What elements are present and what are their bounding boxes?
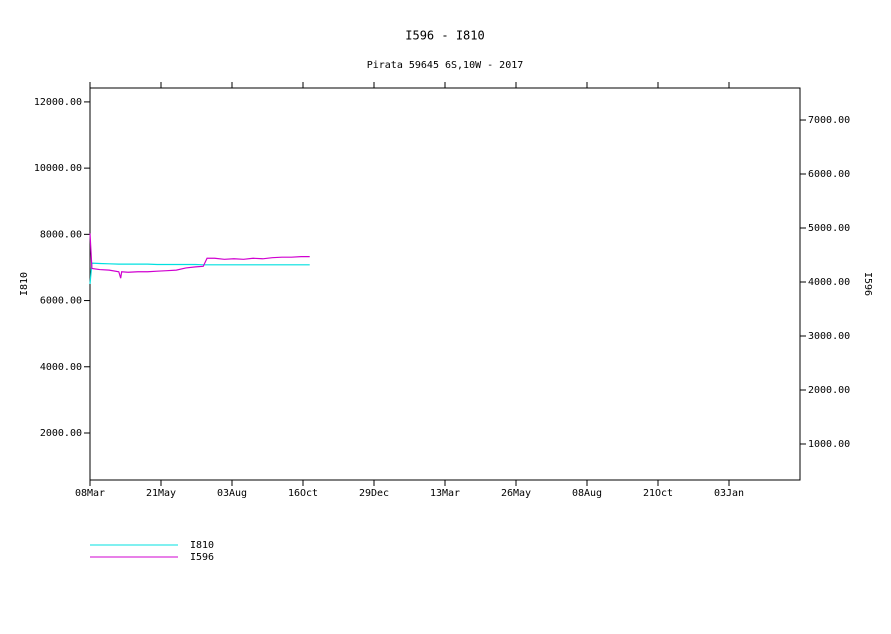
x-tick-label: 21Oct xyxy=(643,488,673,499)
y2-tick-label: 2000.00 xyxy=(808,385,850,396)
y2-tick-label: 7000.00 xyxy=(808,115,850,126)
y-tick-label: 8000.00 xyxy=(40,229,82,240)
y2-tick-label: 5000.00 xyxy=(808,223,850,234)
x-tick-label: 03Aug xyxy=(217,488,247,499)
y-axis-label: I810 xyxy=(19,272,30,296)
y-tick-label: 12000.00 xyxy=(34,97,82,108)
chart-title: I596 - I810 xyxy=(405,29,484,43)
x-tick-label: 03Jan xyxy=(714,488,744,499)
y2-tick-label: 4000.00 xyxy=(808,277,850,288)
legend-label: I596 xyxy=(190,552,214,563)
y-tick-label: 4000.00 xyxy=(40,362,82,373)
plot-frame xyxy=(89,87,801,481)
series-line xyxy=(89,233,310,279)
y2-tick-label: 1000.00 xyxy=(808,439,850,450)
x-tick-label: 29Dec xyxy=(359,488,389,499)
x-tick-label: 21May xyxy=(146,488,176,499)
y-tick-label: 6000.00 xyxy=(40,296,82,307)
y2-tick-label: 3000.00 xyxy=(808,331,850,342)
y-tick-label: 10000.00 xyxy=(34,163,82,174)
y2-tick-label: 6000.00 xyxy=(808,169,850,180)
y2-axis-label: I596 xyxy=(862,272,873,296)
x-tick-label: 26May xyxy=(501,488,531,499)
y-tick-label: 2000.00 xyxy=(40,428,82,439)
chart-subtitle: Pirata 59645 6S,10W - 2017 xyxy=(367,60,524,71)
x-tick-label: 08Aug xyxy=(572,488,602,499)
legend-label: I810 xyxy=(190,540,214,551)
x-tick-label: 13Mar xyxy=(430,488,460,499)
series-line xyxy=(89,262,310,285)
x-tick-label: 08Mar xyxy=(75,488,105,499)
x-tick-label: 16Oct xyxy=(288,488,318,499)
